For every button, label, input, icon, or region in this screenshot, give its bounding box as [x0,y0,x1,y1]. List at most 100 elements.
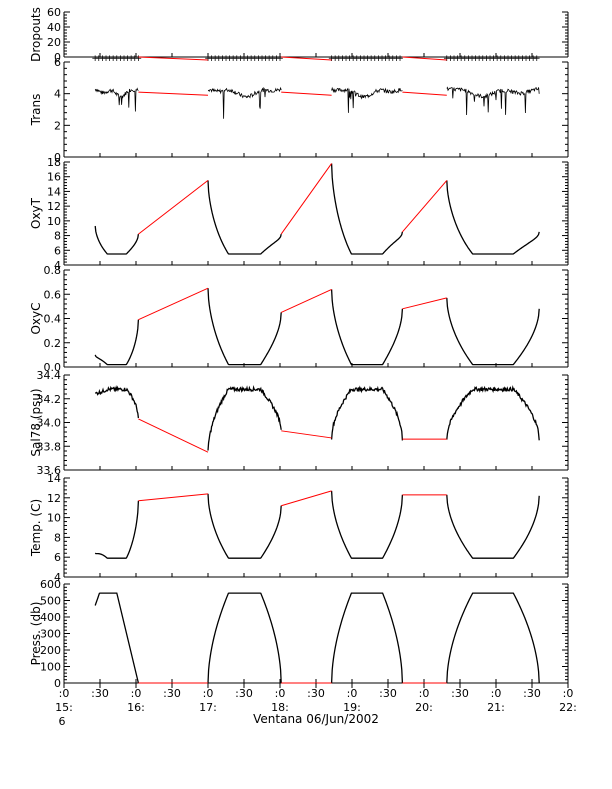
x-tick-label: :30 [379,687,397,700]
y-tick-label: 0.4 [44,313,62,326]
gap-line [402,297,447,310]
trans-series-line [446,86,540,116]
dropout-marker: + [493,54,501,64]
dropout-marker: + [339,54,347,64]
x-tick-label: :30 [163,687,181,700]
series-line [446,297,540,366]
dropout-marker: + [465,54,473,64]
y-axis-label: Sal78 (psu) [29,388,43,456]
dropout-marker: + [511,54,519,64]
dropout-marker: + [262,54,270,64]
dropout-marker: + [475,54,483,64]
dropout-marker: + [117,54,125,64]
x-tick-label: :0 [347,687,358,700]
x-tick-label: :30 [91,687,109,700]
dropout-marker: + [244,54,252,64]
dropout-marker: + [497,54,505,64]
y-tick-label: 2 [54,119,61,132]
y-tick-label: 14 [47,472,61,485]
dropout-marker: + [106,54,114,64]
dropout-marker: + [204,54,212,64]
y-tick-label: 34.0 [37,417,62,430]
dropout-marker: + [222,54,230,64]
x-tick-label-hour: 18: [271,701,289,714]
y-tick-label: 600 [40,578,61,591]
y-tick-label: 12 [47,492,61,505]
trans-series-line [94,87,139,112]
dropout-marker: + [346,54,354,64]
pressure-series-line [330,592,404,684]
dropout-marker: + [131,54,139,64]
x-tick-label: :0 [563,687,574,700]
dropout-marker: + [208,54,216,64]
dropout-marker: + [258,54,266,64]
gap-line [402,56,447,61]
dropout-marker: + [328,54,336,64]
y-tick-label: 6 [54,551,61,564]
y-tick-label: 12 [47,200,61,213]
dropout-marker: + [515,54,523,64]
dropout-marker: + [378,54,386,64]
gap-line [138,56,209,61]
x-tick-label-hour: 15: [55,701,73,714]
y-tick-label: 60 [47,6,61,19]
dropout-marker: + [120,54,128,64]
dropout-marker: + [364,54,372,64]
dropout-marker: + [457,54,465,64]
dropout-marker: + [533,54,541,64]
dropout-marker: + [382,54,390,64]
dropout-marker: + [265,54,273,64]
gap-line [402,180,448,233]
y-tick-label: 0.0 [44,361,62,374]
gap-line [402,91,447,96]
y-tick-label: 500 [40,595,61,608]
x-tick-label-hour: 19: [343,701,361,714]
y-tick-label: 34.2 [37,393,62,406]
dropout-marker: + [450,54,458,64]
dropout-marker: + [233,54,241,64]
y-axis-label: OxyT [29,197,43,229]
dropout-marker: + [127,54,135,64]
dropout-marker: + [109,54,117,64]
x-tick-label-hour: 16: [127,701,145,714]
x-tick-label-hour: 22: [559,701,577,714]
dropout-marker: + [447,54,455,64]
dropout-marker: + [472,54,480,64]
dropout-marker: + [393,54,401,64]
series-line [330,385,404,441]
x-tick-label: :30 [307,687,325,700]
y-tick-label: 14 [47,185,61,198]
dropout-marker: + [226,54,234,64]
y-tick-label: 4 [54,259,61,272]
dropout-marker: + [211,54,219,64]
pressure-series-line [446,592,540,684]
y-axis-label: OxyC [29,302,43,334]
dropout-marker: + [504,54,512,64]
y-axis-label: Temp. (C) [29,499,43,557]
dropout-marker: + [124,54,132,64]
dropout-marker: + [99,54,107,64]
gap-line [138,418,209,453]
y-axis-label: Dropouts [29,7,43,62]
dropout-marker: + [526,54,534,64]
x-tick-label-hour: 17: [199,701,217,714]
dropout-marker: + [468,54,476,64]
gap-line [138,179,209,235]
y-tick-label: 0.6 [44,288,62,301]
series-line [94,225,140,255]
dropout-marker: + [508,54,516,64]
dropout-marker: + [113,54,121,64]
series-line [207,288,282,366]
dropout-marker: + [276,54,284,64]
y-tick-label: 40 [47,21,61,34]
dropout-marker: + [385,54,393,64]
dropout-marker: + [269,54,277,64]
x-tick-label: :0 [419,687,430,700]
dropout-marker: + [273,54,281,64]
y-tick-label: 8 [54,531,61,544]
gap-line [281,490,332,507]
pressure-series-line [94,592,140,684]
dropout-marker: + [371,54,379,64]
